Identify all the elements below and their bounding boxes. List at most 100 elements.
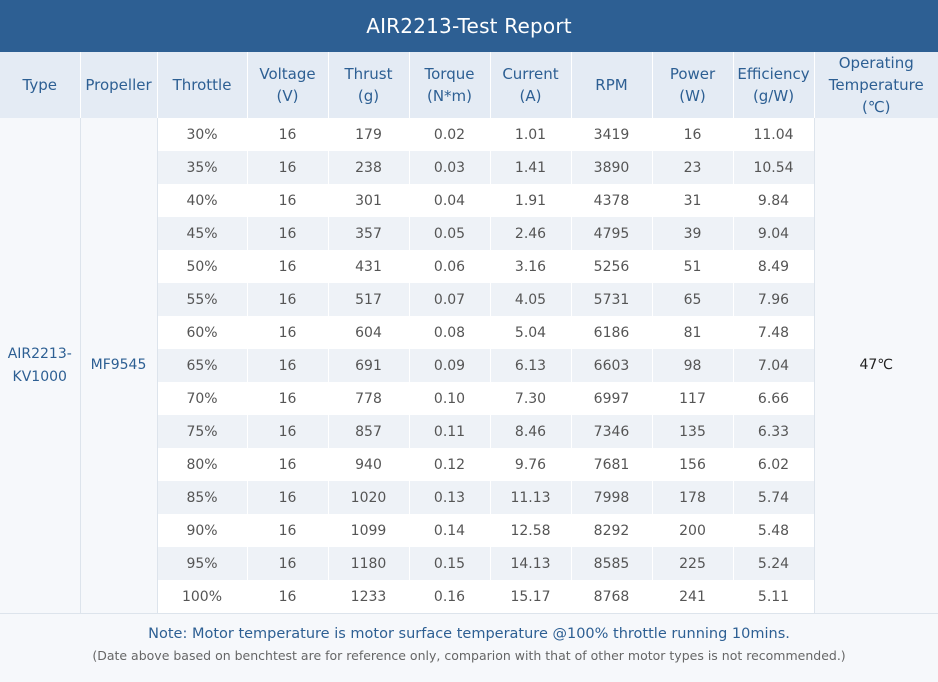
column-header-label: Throttle — [172, 76, 232, 94]
table-row: AIR2213- KV1000 MF9545 30% 16 179 0.02 1.01 3419… — [0, 118, 938, 613]
column-header-label: Temperature — [828, 76, 924, 94]
cell-thrust: 238 — [328, 151, 410, 184]
column-header-label: RPM — [595, 76, 628, 94]
cell-torque: 0.06 — [409, 250, 491, 283]
cell-throttle: 100% — [157, 580, 248, 613]
cell-rpm: 4795 — [571, 217, 653, 250]
cell-torque: 0.13 — [409, 481, 491, 514]
cell-torque: 0.04 — [409, 184, 491, 217]
cell-torque: 0.16 — [409, 580, 491, 613]
table-row: 50% 16 431 0.06 3.16 5256 51 8.49 — [0, 250, 938, 283]
cell-efficiency: 8.49 — [733, 250, 815, 283]
cell-rpm: 5256 — [571, 250, 653, 283]
cell-rpm: 6186 — [571, 316, 653, 349]
cell-voltage: 16 — [247, 349, 329, 382]
cell-torque: 0.14 — [409, 514, 491, 547]
cell-torque: 0.02 — [409, 118, 491, 151]
cell-thrust: 431 — [328, 250, 410, 283]
motor-type-label: AIR2213- — [7, 345, 72, 362]
cell-current: 1.91 — [490, 184, 572, 217]
table-row: 85% 16 1020 0.13 11.13 7998 178 5.74 — [0, 481, 938, 514]
cell-power: 135 — [652, 415, 734, 448]
cell-efficiency: 9.84 — [733, 184, 815, 217]
column-header-power: Power (W) — [652, 52, 734, 118]
column-header-label: Operating — [838, 54, 914, 72]
cell-torque: 0.03 — [409, 151, 491, 184]
column-header-voltage: Voltage (V) — [247, 52, 329, 118]
cell-throttle: 50% — [157, 250, 248, 283]
cell-thrust: 301 — [328, 184, 410, 217]
cell-thrust: 517 — [328, 283, 410, 316]
cell-efficiency: 9.04 — [733, 217, 815, 250]
cell-voltage: 16 — [247, 547, 329, 580]
disclaimer-text: (Date above based on benchtest are for r… — [92, 648, 846, 663]
cell-thrust: 1099 — [328, 514, 410, 547]
temperature-note: Note: Motor temperature is motor surface… — [148, 626, 790, 642]
column-header-label: Torque — [424, 65, 475, 83]
cell-throttle: 55% — [157, 283, 248, 316]
table-row: 45% 16 357 0.05 2.46 4795 39 9.04 — [0, 217, 938, 250]
column-header-label: Current — [502, 65, 559, 83]
table-row: 70% 16 778 0.10 7.30 6997 117 6.66 — [0, 382, 938, 415]
cell-voltage: 16 — [247, 316, 329, 349]
column-header-label: (N*m) — [426, 87, 473, 105]
cell-rpm: 4378 — [571, 184, 653, 217]
cell-thrust: 357 — [328, 217, 410, 250]
cell-thrust: 857 — [328, 415, 410, 448]
test-data-table: Type Propeller Throttle Voltage (V) Thrust (g)… — [0, 52, 938, 613]
cell-current: 9.76 — [490, 448, 572, 481]
column-header-throttle: Throttle — [157, 52, 248, 118]
cell-current: 1.41 — [490, 151, 572, 184]
column-header-type: Type — [0, 52, 81, 118]
cell-power: 16 — [652, 118, 734, 151]
column-header-label: Type — [22, 76, 57, 94]
cell-thrust: 778 — [328, 382, 410, 415]
cell-torque: 0.11 — [409, 415, 491, 448]
cell-throttle: 75% — [157, 415, 248, 448]
column-header-torque: Torque (N*m) — [409, 52, 491, 118]
table-row: 80% 16 940 0.12 9.76 7681 156 6.02 — [0, 448, 938, 481]
cell-current: 8.46 — [490, 415, 572, 448]
cell-current: 4.05 — [490, 283, 572, 316]
cell-efficiency: 7.48 — [733, 316, 815, 349]
table-row: 95% 16 1180 0.15 14.13 8585 225 5.24 — [0, 547, 938, 580]
cell-current: 12.58 — [490, 514, 572, 547]
cell-power: 241 — [652, 580, 734, 613]
cell-power: 31 — [652, 184, 734, 217]
cell-voltage: 16 — [247, 283, 329, 316]
cell-power: 51 — [652, 250, 734, 283]
cell-thrust: 1180 — [328, 547, 410, 580]
cell-rpm: 7681 — [571, 448, 653, 481]
cell-current: 7.30 — [490, 382, 572, 415]
cell-voltage: 16 — [247, 382, 329, 415]
cell-throttle: 35% — [157, 151, 248, 184]
column-header-current: Current (A) — [490, 52, 572, 118]
cell-current: 1.01 — [490, 118, 572, 151]
cell-throttle: 65% — [157, 349, 248, 382]
column-header-label: (W) — [679, 87, 706, 105]
cell-rpm: 3419 — [571, 118, 653, 151]
cell-thrust: 1020 — [328, 481, 410, 514]
cell-power: 39 — [652, 217, 734, 250]
cell-voltage: 16 — [247, 217, 329, 250]
cell-rpm: 6997 — [571, 382, 653, 415]
cell-power: 156 — [652, 448, 734, 481]
cell-throttle: 70% — [157, 382, 248, 415]
cell-throttle: 95% — [157, 547, 248, 580]
cell-power: 81 — [652, 316, 734, 349]
report-title: AIR2213-Test Report — [366, 14, 572, 38]
cell-torque: 0.07 — [409, 283, 491, 316]
column-header-efficiency: Efficiency (g/W) — [733, 52, 815, 118]
cell-voltage: 16 — [247, 580, 329, 613]
cell-voltage: 16 — [247, 118, 329, 151]
cell-thrust: 940 — [328, 448, 410, 481]
cell-throttle: 30% — [157, 118, 248, 151]
column-header-label: Efficiency — [737, 65, 810, 83]
cell-efficiency: 5.74 — [733, 481, 815, 514]
cell-rpm: 6603 — [571, 349, 653, 382]
cell-efficiency: 6.66 — [733, 382, 815, 415]
cell-throttle: 40% — [157, 184, 248, 217]
column-header-label: (g) — [357, 87, 380, 105]
table-body: AIR2213- KV1000 MF9545 30% 16 179 0.02 1.01 3419… — [0, 118, 938, 613]
table-row: 60% 16 604 0.08 5.04 6186 81 7.48 — [0, 316, 938, 349]
